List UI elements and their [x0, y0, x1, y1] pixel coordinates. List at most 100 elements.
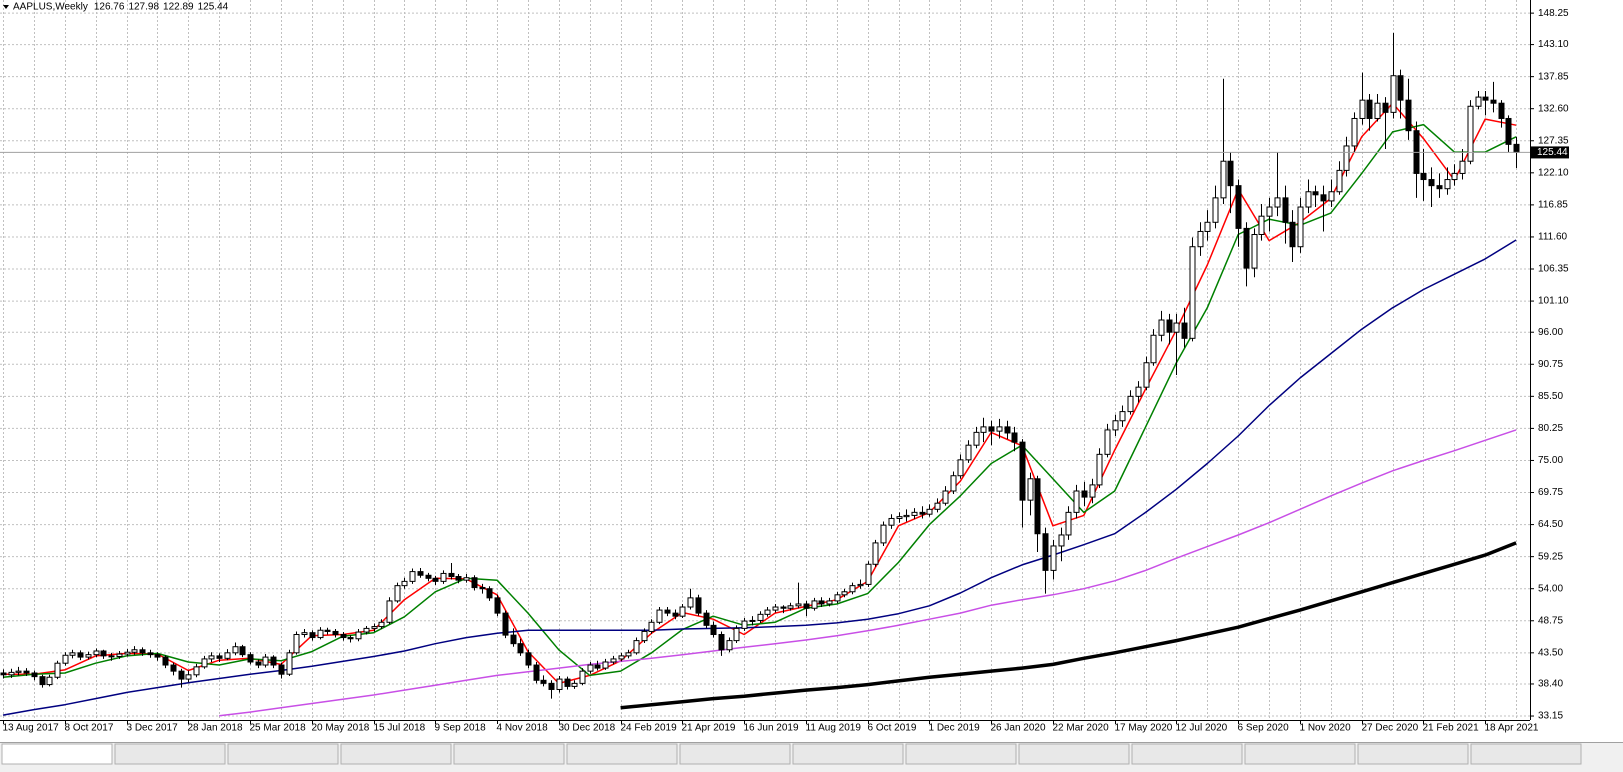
candle-body	[1065, 511, 1072, 536]
y-tick-label: 148.25	[1538, 8, 1569, 19]
y-tick-label: 90.75	[1538, 359, 1563, 370]
candle-body	[255, 661, 262, 666]
tab[interactable]	[340, 743, 452, 765]
x-tick-label: 8 Oct 2017	[65, 723, 114, 734]
x-tick-label: 15 Jul 2018	[374, 723, 426, 734]
candle-body	[1328, 191, 1335, 202]
candle-body	[232, 646, 239, 654]
candle-body	[386, 600, 393, 623]
candle-body	[664, 609, 671, 614]
y-tick-label: 69.75	[1538, 487, 1563, 498]
x-tick-label: 25 Mar 2018	[250, 723, 307, 734]
ohlc-high: 127.98	[128, 2, 159, 13]
tab[interactable]	[566, 743, 678, 765]
candle-body	[77, 652, 84, 658]
tab[interactable]	[1, 743, 113, 765]
x-tick-label: 9 Sep 2018	[435, 723, 487, 734]
candle-body	[672, 612, 679, 617]
candle-body	[957, 459, 964, 477]
tab[interactable]	[679, 743, 791, 765]
candle-body	[988, 426, 995, 432]
candle-body	[648, 621, 655, 632]
candle-body	[185, 674, 192, 680]
tab[interactable]	[114, 743, 226, 765]
candle-body	[15, 670, 22, 673]
tab[interactable]	[905, 743, 1017, 765]
tab[interactable]	[1131, 743, 1243, 765]
candle-body	[1227, 160, 1234, 187]
candle-body	[618, 655, 625, 660]
tab[interactable]	[227, 743, 339, 765]
candle-body	[239, 646, 246, 656]
candle-body	[911, 511, 918, 516]
candle-body	[340, 634, 347, 639]
candle-body	[1235, 185, 1242, 229]
candle-body	[942, 490, 949, 504]
candle-body	[216, 655, 223, 659]
candle-body	[564, 678, 571, 687]
candle-body	[1320, 194, 1327, 202]
x-tick-label: 21 Feb 2021	[1423, 723, 1480, 734]
moving-average-line	[219, 429, 1517, 717]
x-tick-label: 22 Mar 2020	[1053, 723, 1110, 734]
y-tick-label: 101.10	[1538, 296, 1569, 307]
candle-body	[208, 655, 215, 660]
candle-body	[656, 609, 663, 623]
x-tick-label: 26 Jan 2020	[991, 723, 1046, 734]
current-price-label: 125.44	[1537, 147, 1568, 158]
candle-body	[309, 632, 316, 639]
candle-body	[1212, 197, 1219, 223]
candle-body	[857, 583, 864, 587]
candle-body	[394, 585, 401, 602]
y-tick-label: 48.75	[1538, 615, 1563, 626]
candle-body	[378, 621, 385, 628]
candle-body	[1019, 441, 1026, 501]
ohlc-open: 126.76	[94, 2, 125, 13]
candle-body	[170, 664, 177, 672]
candle-body	[332, 630, 339, 636]
tab[interactable]	[453, 743, 565, 765]
candle-body	[1459, 160, 1466, 174]
candle-body	[587, 664, 594, 672]
axes: 148.25 143.10 137.85 132.60 127.35 122.10 116.…	[0, 8, 1569, 734]
candle-body	[1490, 99, 1497, 104]
tab[interactable]	[1470, 743, 1582, 765]
candle-body	[108, 655, 115, 658]
candle-body	[1173, 322, 1180, 333]
candle-body	[787, 605, 794, 609]
candle-body	[1382, 102, 1389, 113]
candle-body	[1374, 102, 1381, 119]
candle-body	[1011, 432, 1018, 443]
candle-body	[741, 620, 748, 629]
candle-body	[1027, 478, 1034, 501]
tab[interactable]	[1018, 743, 1130, 765]
candle-body	[556, 678, 563, 690]
menu-arrow[interactable]	[3, 5, 9, 9]
candle-body	[1081, 490, 1088, 498]
candle-body	[1405, 99, 1412, 132]
ohlc-close: 125.44	[198, 2, 229, 13]
candle-body	[733, 627, 740, 642]
candle-body	[818, 600, 825, 605]
candle-body	[417, 571, 424, 576]
moving-average-line	[2, 239, 1517, 716]
candle-body	[772, 606, 779, 611]
candle-body	[1251, 234, 1258, 269]
x-tick-label: 4 Nov 2018	[497, 723, 549, 734]
candle-body	[224, 652, 231, 659]
tab[interactable]	[1357, 743, 1469, 765]
candle-body	[455, 575, 462, 581]
tab[interactable]	[792, 743, 904, 765]
y-tick-label: 38.40	[1538, 679, 1563, 690]
candle-body	[602, 661, 609, 669]
candle-body	[865, 563, 872, 585]
candle-body	[533, 664, 540, 681]
candle-body	[178, 670, 185, 680]
x-tick-label: 12 Jul 2020	[1176, 723, 1228, 734]
tab[interactable]	[1244, 743, 1356, 765]
moving-averages	[2, 102, 1517, 717]
candle-body	[1513, 143, 1520, 153]
candle-body	[1428, 179, 1435, 187]
